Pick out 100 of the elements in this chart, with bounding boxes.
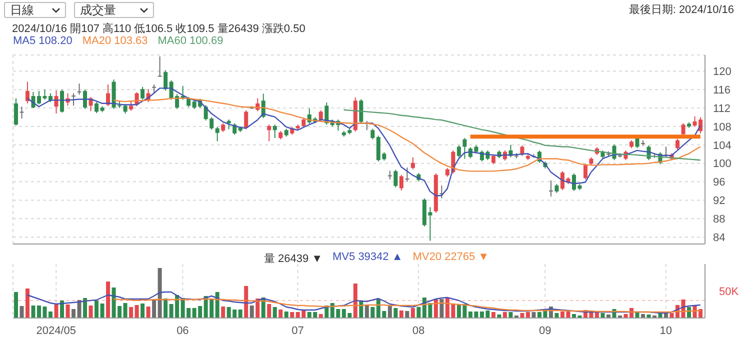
bar [77, 300, 82, 318]
text: 成交量 [80, 2, 116, 18]
text: MA60 100.69 [158, 35, 224, 47]
text: 最後日期: 2024/10/16 [628, 3, 734, 17]
bar [416, 307, 421, 318]
y-tick-label: 104 [713, 140, 732, 152]
candlestick [548, 180, 553, 198]
bar [238, 310, 242, 318]
bar [72, 309, 76, 318]
y-tick-label: 116 [713, 84, 731, 96]
bar [14, 292, 18, 318]
bar [520, 313, 524, 318]
candlestick [359, 98, 364, 124]
x-tick-label: 2024/05 [36, 324, 76, 337]
bar [290, 312, 294, 318]
candlestick [129, 100, 134, 112]
bar [158, 268, 162, 318]
x-tick-label: 10 [660, 324, 672, 337]
candlestick [410, 156, 415, 170]
text: 日線 [10, 2, 34, 18]
bar [221, 306, 226, 318]
y-tick-label: 120 [713, 66, 732, 78]
candlestick [140, 86, 145, 100]
candlestick [405, 166, 410, 182]
candlestick [462, 137, 467, 160]
bar [554, 313, 559, 318]
bar [353, 284, 358, 318]
candlestick [72, 92, 76, 106]
bar [526, 312, 530, 318]
candlestick [318, 110, 323, 122]
bar [491, 312, 496, 318]
bar [83, 298, 88, 318]
candlestick [26, 81, 30, 104]
candlestick [681, 122, 686, 136]
candlestick [14, 98, 18, 126]
bar [94, 300, 99, 318]
candlestick [106, 84, 110, 107]
bar [26, 288, 30, 318]
candlestick [456, 144, 461, 158]
candlestick [267, 124, 272, 142]
y-tick-label: 84 [713, 232, 726, 244]
candlestick [370, 128, 375, 140]
bar [250, 306, 254, 318]
candlestick [164, 70, 168, 91]
bar [106, 282, 110, 318]
candlestick [676, 138, 680, 150]
bar [370, 307, 375, 318]
candlestick [83, 89, 88, 110]
bar [88, 306, 93, 318]
candlestick [158, 56, 162, 78]
bar [100, 304, 104, 318]
bar [284, 312, 288, 318]
text: MV20 22765 ▼ [412, 251, 490, 265]
bar [508, 312, 513, 318]
y-tick-label: 96 [713, 176, 726, 189]
bar [152, 300, 156, 318]
candlestick [272, 124, 277, 138]
text: 2024/10/16 開107 高110 低106.5 收109.5 量26439 漲跌0.50 [12, 22, 306, 36]
text: MA20 103.63 [82, 35, 148, 47]
bar [140, 304, 145, 318]
bar [134, 305, 139, 318]
bar [399, 310, 404, 318]
y-tick-label: 112 [713, 102, 731, 115]
bar [600, 313, 605, 318]
bar [394, 308, 398, 318]
bar [123, 303, 128, 318]
candlestick [77, 83, 82, 96]
bar [267, 304, 272, 318]
text: MV5 39342 ▲ [332, 251, 403, 265]
bar [129, 307, 134, 318]
candlestick [520, 144, 524, 156]
bar [244, 286, 248, 318]
text: 量 26439 ▼ [264, 252, 323, 266]
x-tick-label: 07 [292, 324, 304, 337]
line-series [343, 109, 701, 161]
bar [434, 300, 438, 318]
bar [54, 304, 58, 318]
candlestick [394, 169, 398, 188]
candlestick [302, 118, 306, 128]
bar [440, 299, 444, 318]
candlestick [20, 106, 24, 120]
candlestick [388, 170, 392, 180]
ref-line-label: 50K [719, 286, 740, 298]
text: MA5 108.20 [13, 35, 72, 47]
x-tick-label: 09 [538, 324, 552, 337]
bar [364, 305, 369, 318]
bar [278, 310, 283, 318]
y-tick-label: 88 [713, 214, 726, 226]
bar [20, 306, 24, 318]
candlestick [94, 102, 99, 114]
bar [405, 311, 410, 318]
bar [215, 292, 220, 318]
y-tick-label: 92 [713, 195, 726, 208]
bar [532, 312, 536, 318]
candlestick [60, 89, 64, 114]
x-tick-label: 06 [176, 324, 189, 337]
bar [272, 307, 277, 318]
bar [146, 306, 150, 318]
bar [410, 308, 415, 318]
candlestick [215, 126, 220, 142]
